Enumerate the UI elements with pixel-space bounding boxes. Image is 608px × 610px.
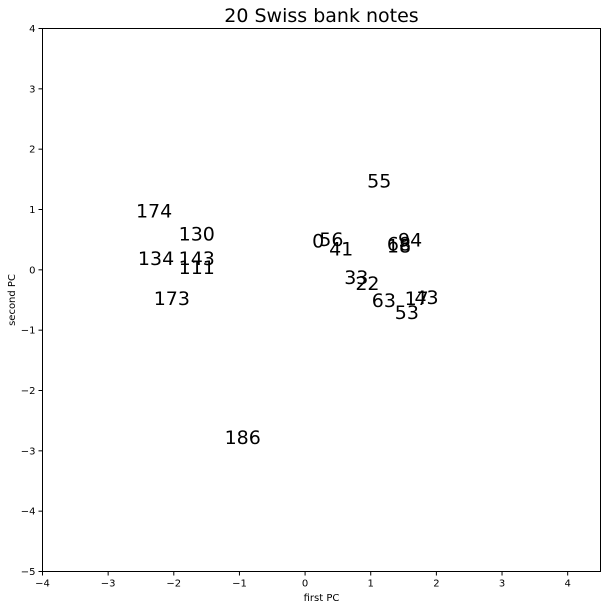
y-tick-label: 2: [29, 145, 35, 156]
y-tick-label: 4: [29, 24, 35, 35]
point-label-0: 0: [312, 230, 324, 252]
x-tick-label: −3: [101, 579, 116, 590]
point-label-53: 53: [395, 302, 419, 324]
point-label-56: 56: [319, 229, 343, 251]
point-label-17: 17: [405, 288, 429, 310]
x-axis-title: first PC: [304, 593, 340, 604]
y-axis-title: second PC: [7, 274, 18, 326]
point-label-63: 63: [372, 290, 396, 312]
point-label-111: 111: [179, 257, 215, 279]
point-label-33: 33: [344, 267, 368, 289]
point-label-94: 94: [398, 230, 422, 252]
x-tick-label: 2: [433, 579, 439, 590]
point-label-43: 43: [414, 287, 438, 309]
point-label-143: 143: [179, 248, 215, 270]
x-axis-ticks: −4 −3 −2 −1 0 1 2 3 4: [35, 571, 571, 590]
y-tick-label: −4: [21, 507, 36, 518]
x-tick-label: 4: [564, 579, 570, 590]
point-label-130: 130: [179, 224, 215, 246]
y-tick-label: −1: [21, 326, 36, 337]
point-label-186: 186: [225, 427, 261, 449]
point-label-55: 55: [367, 171, 391, 193]
x-tick-label: 3: [499, 579, 505, 590]
y-tick-label: −3: [21, 446, 36, 457]
point-label-41: 41: [329, 239, 353, 261]
point-label-22: 22: [355, 273, 379, 295]
x-tick-label: −4: [35, 579, 50, 590]
x-tick-label: −1: [232, 579, 247, 590]
y-tick-label: 0: [29, 265, 35, 276]
x-tick-label: 0: [302, 579, 308, 590]
point-label-174: 174: [136, 201, 172, 223]
y-axis-ticks: −5 −4 −3 −2 −1 0 1 2 3 4: [21, 24, 43, 578]
y-tick-label: −2: [21, 386, 36, 397]
x-tick-label: −2: [166, 579, 181, 590]
point-label-68: 68: [387, 233, 411, 255]
plot-frame: [42, 28, 601, 572]
y-tick-label: 3: [29, 84, 35, 95]
y-tick-label: 1: [29, 205, 35, 216]
point-label-18: 18: [387, 236, 411, 258]
chart-title: 20 Swiss bank notes: [224, 5, 418, 27]
x-tick-label: 1: [368, 579, 374, 590]
point-label-173: 173: [154, 288, 190, 310]
point-label-134: 134: [138, 248, 174, 270]
y-tick-label: −5: [21, 567, 36, 578]
